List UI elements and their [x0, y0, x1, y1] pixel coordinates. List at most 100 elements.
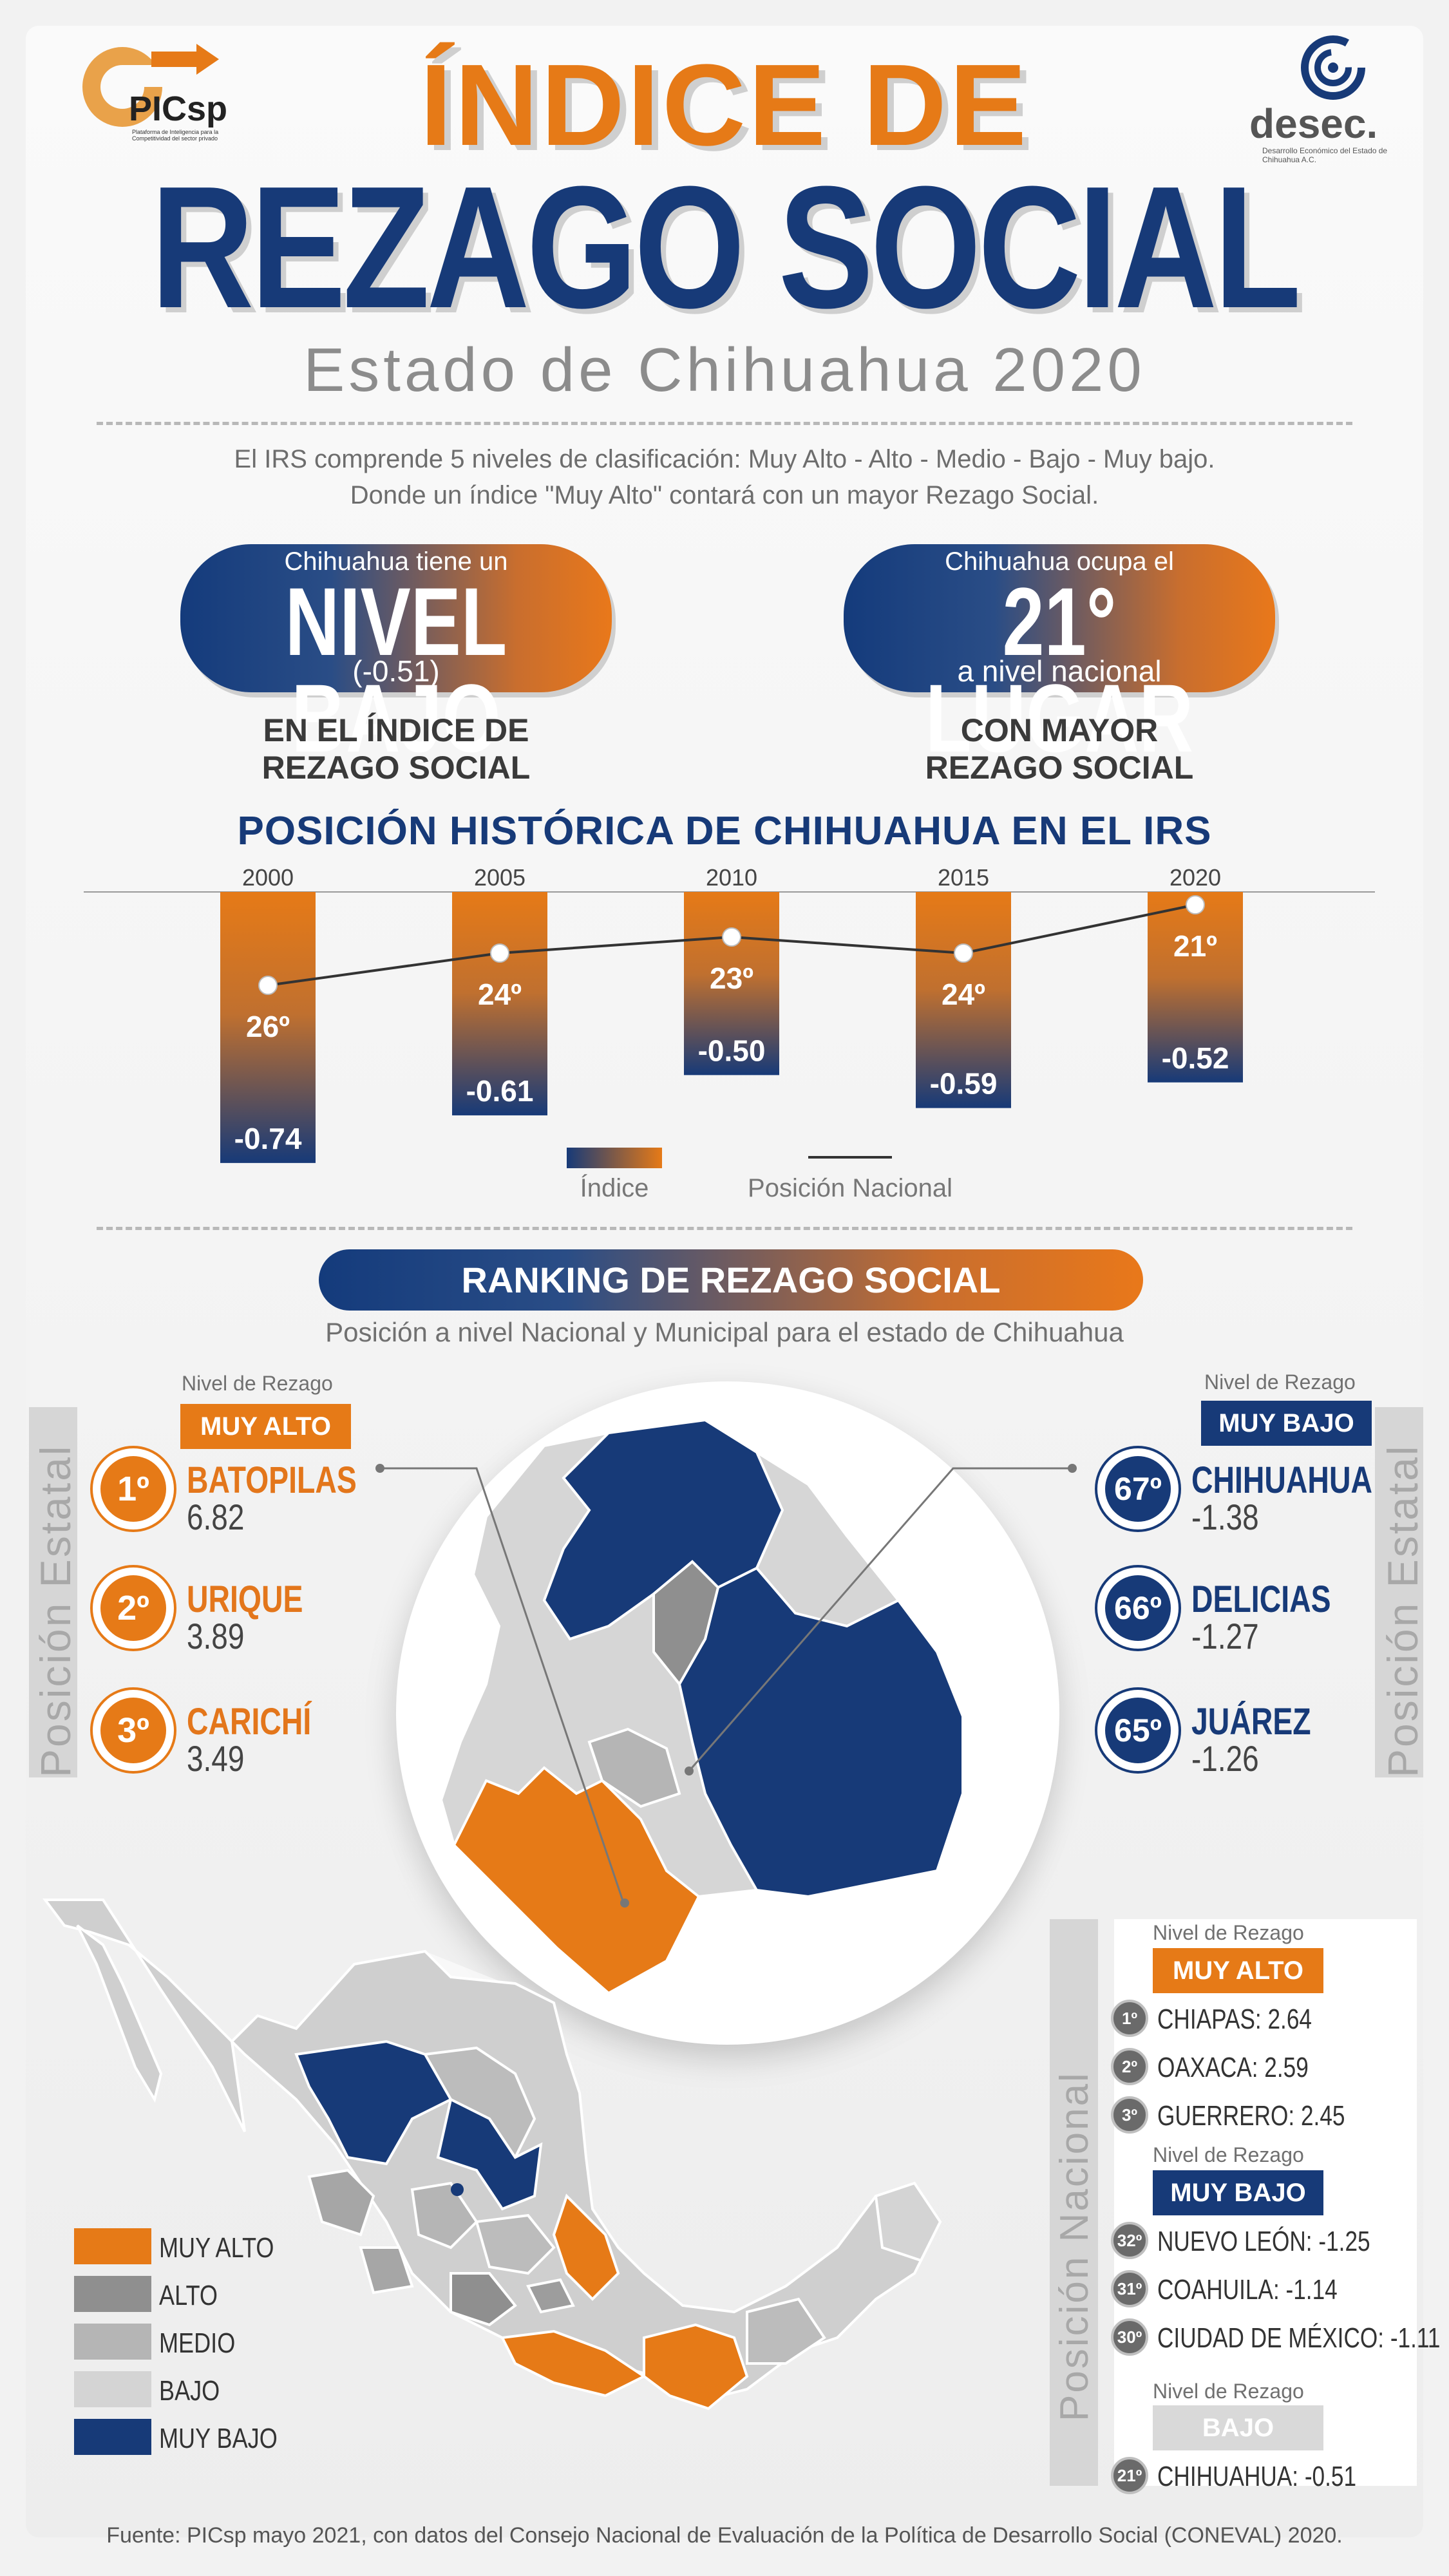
national-nivel-caption-2: Nivel de Rezago — [1153, 2143, 1304, 2166]
legend-swatch — [74, 2419, 151, 2455]
national-nivel-caption-3: Nivel de Rezago — [1153, 2380, 1304, 2403]
chart-position-label: 21º — [1173, 929, 1217, 963]
chart-position-point — [722, 927, 741, 947]
municipality-name: CHIHUAHUA — [1191, 1459, 1372, 1501]
chart-bar-value: -0.50 — [698, 1034, 766, 1067]
municipality-value: -1.26 — [1191, 1738, 1259, 1779]
national-item: 3º GUERRERO: 2.45 — [1111, 2096, 1414, 2134]
chart-bar — [452, 892, 547, 1115]
desec-logo-text: desec. — [1249, 100, 1378, 147]
level-description-line1: EN EL ÍNDICE DE — [263, 712, 529, 748]
chart-bar-value: -0.74 — [234, 1122, 302, 1155]
chart-bar-value: -0.61 — [466, 1074, 534, 1108]
chart-position-label: 24º — [478, 978, 522, 1011]
rank-badge: 65º — [1095, 1687, 1181, 1774]
rank-badge: 3º — [90, 1687, 176, 1774]
municipality-name: DELICIAS — [1191, 1578, 1331, 1620]
legend-item: MUY BAJO — [74, 2419, 345, 2458]
national-text: CIUDAD DE MÉXICO: -1.11 — [1157, 2322, 1441, 2354]
rank-number: 67º — [1105, 1456, 1171, 1522]
divider-2 — [97, 1227, 1352, 1230]
municipality-value: 6.82 — [187, 1497, 245, 1537]
right-item-3: 65º JUÁREZ -1.26 — [1095, 1687, 1365, 1779]
legend-swatch — [74, 2276, 151, 2312]
state-position-label-left: Posición Estatal — [32, 1444, 79, 1777]
municipality-value: -1.27 — [1191, 1616, 1259, 1656]
rank-number: 66º — [1105, 1575, 1171, 1641]
state-position-label-right: Posición Estatal — [1379, 1444, 1426, 1777]
ranking-subtitle: Posición a nivel Nacional y Municipal pa… — [325, 1317, 1124, 1347]
rank-caption: Chihuahua ocupa el — [945, 547, 1174, 576]
legend-item: ALTO — [74, 2276, 345, 2315]
national-rank: 21º — [1111, 2457, 1148, 2494]
legend-swatch — [74, 2371, 151, 2407]
intro-line2: Donde un índice "Muy Alto" contará con u… — [350, 481, 1099, 509]
rank-badge: 66º — [1095, 1565, 1181, 1651]
right-item-2: 66º DELICIAS -1.27 — [1095, 1565, 1365, 1656]
national-rank: 32º — [1111, 2222, 1148, 2259]
municipality-value: -1.38 — [1191, 1497, 1259, 1537]
national-item: 1º CHIAPAS: 2.64 — [1111, 2000, 1414, 2037]
rank-description: CON MAYOR REZAGO SOCIAL — [844, 712, 1275, 786]
rank-description-line2: REZAGO SOCIAL — [925, 750, 1194, 786]
level-description: EN EL ÍNDICE DE REZAGO SOCIAL — [180, 712, 612, 786]
national-item: 2º OAXACA: 2.59 — [1111, 2048, 1414, 2085]
title-line1: ÍNDICE DE — [419, 41, 1030, 170]
picsp-logo-caption: Plataforma de Inteligencia para la Compe… — [132, 129, 219, 142]
national-item: 30º CIUDAD DE MÉXICO: -1.11 — [1111, 2318, 1440, 2356]
municipality-value: 3.49 — [187, 1738, 245, 1779]
rank-scope: a nivel nacional — [957, 654, 1162, 688]
rank-description-line1: CON MAYOR — [960, 712, 1159, 748]
rank-pill-highlight — [844, 544, 1275, 692]
legend-item: MUY ALTO — [74, 2228, 345, 2267]
national-badge-muy-bajo: MUY BAJO — [1153, 2170, 1323, 2215]
title-line2: REZAGO SOCIAL — [151, 151, 1301, 345]
national-rank: 2º — [1111, 2048, 1148, 2085]
legend-swatch — [74, 2324, 151, 2360]
chart-title: POSICIÓN HISTÓRICA DE CHIHUAHUA EN EL IR… — [237, 809, 1212, 853]
rank-value: 21° LUGAR — [925, 567, 1193, 772]
chart-year-label: 2005 — [474, 864, 526, 891]
chart-position-point — [954, 943, 973, 963]
legend-label: BAJO — [159, 2375, 220, 2407]
chart-bar — [1148, 892, 1243, 1083]
level-value: NIVEL BAJO — [285, 567, 507, 772]
chart-year-label: 2015 — [938, 864, 989, 891]
left-nivel-caption: Nivel de Rezago — [182, 1372, 333, 1395]
irs-history-chart: 2000 -0.74 2005 -0.61 2010 -0.50 2015 -0.59 2020… — [84, 864, 1375, 1202]
chart-position-label: 26º — [246, 1010, 290, 1043]
rank-badge: 2º — [90, 1565, 176, 1651]
ranking-title-pill — [319, 1249, 1143, 1311]
left-level-badge: MUY ALTO — [180, 1404, 351, 1449]
national-rank: 3º — [1111, 2096, 1148, 2134]
national-badge-muy-alto: MUY ALTO — [1153, 1948, 1323, 1993]
national-text: NUEVO LEÓN: -1.25 — [1157, 2226, 1370, 2257]
municipality-value: 3.89 — [187, 1616, 245, 1656]
desec-logo: desec. Desarrollo Económico del Estado d… — [1224, 35, 1417, 164]
intro-line1: El IRS comprende 5 niveles de clasificac… — [234, 445, 1215, 473]
chart-year-label: 2010 — [706, 864, 757, 891]
chart-year-label: 2000 — [242, 864, 294, 891]
state-position-bar-right — [1375, 1407, 1423, 1777]
left-item-1: 1º BATOPILAS 6.82 — [90, 1446, 412, 1537]
subtitle: Estado de Chihuahua 2020 — [303, 336, 1146, 404]
source-footer: Fuente: PICsp mayo 2021, con datos del C… — [106, 2523, 1343, 2548]
mexico-map — [43, 1899, 942, 2410]
legend-label: MEDIO — [159, 2327, 236, 2359]
right-nivel-caption: Nivel de Rezago — [1204, 1370, 1356, 1394]
legend-label-index: Índice — [580, 1173, 649, 1202]
right-item-1: 67º CHIHUAHUA -1.38 — [1095, 1446, 1372, 1537]
legend-label: MUY ALTO — [159, 2232, 274, 2264]
national-badge-bajo: BAJO — [1153, 2405, 1323, 2450]
right-level-badge: MUY BAJO — [1201, 1401, 1372, 1446]
left-item-2: 2º URIQUE 3.89 — [90, 1565, 412, 1656]
legend-label: ALTO — [159, 2280, 218, 2311]
national-position-label: Posición Nacional — [1052, 2071, 1097, 2421]
national-text: OAXACA: 2.59 — [1157, 2052, 1309, 2083]
chart-bar — [220, 892, 316, 1163]
chart-bar — [916, 892, 1011, 1108]
legend-label: MUY BAJO — [159, 2423, 278, 2454]
intro-text: El IRS comprende 5 niveles de clasificac… — [97, 441, 1352, 513]
level-pill — [180, 544, 612, 692]
level-caption: Chihuahua tiene un — [284, 547, 508, 576]
